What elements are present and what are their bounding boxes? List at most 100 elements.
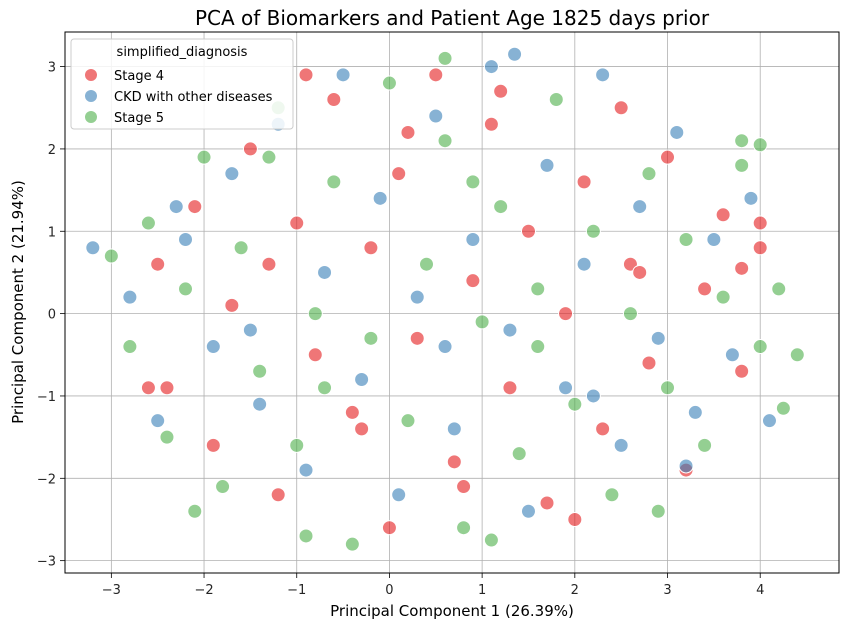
point-stage-4 (242, 141, 258, 157)
point-stage-5 (483, 532, 499, 548)
point-ckd-with-other-diseases (354, 371, 370, 387)
point-stage-5 (678, 232, 694, 248)
point-ckd-with-other-diseases (507, 46, 523, 62)
point-stage-4 (428, 67, 444, 83)
legend-label-stage-4: Stage 4 (114, 69, 164, 84)
point-ckd-with-other-diseases (85, 240, 101, 256)
point-stage-4 (400, 124, 416, 140)
point-stage-5 (400, 413, 416, 429)
point-stage-5 (456, 520, 472, 536)
point-stage-4 (697, 281, 713, 297)
point-stage-4 (307, 347, 323, 363)
point-ckd-with-other-diseases (242, 322, 258, 338)
x-tick-label: −3 (102, 583, 121, 598)
point-stage-4 (205, 437, 221, 453)
point-stage-4 (344, 404, 360, 420)
point-stage-4 (752, 215, 768, 231)
x-tick-label: 1 (478, 583, 486, 598)
point-ckd-with-other-diseases (595, 67, 611, 83)
point-stage-5 (530, 339, 546, 355)
point-stage-4 (715, 207, 731, 223)
point-stage-5 (252, 363, 268, 379)
point-stage-4 (493, 83, 509, 99)
point-stage-5 (363, 330, 379, 346)
point-stage-5 (381, 75, 397, 91)
x-tick-label: −1 (287, 583, 306, 598)
x-axis-title: Principal Component 1 (26.39%) (330, 602, 574, 620)
point-stage-4 (752, 240, 768, 256)
point-stage-4 (520, 223, 536, 239)
plot-frame (64, 31, 840, 574)
point-stage-4 (354, 421, 370, 437)
point-stage-4 (483, 116, 499, 132)
legend-title: simplified_diagnosis (117, 45, 248, 60)
point-stage-5 (789, 347, 805, 363)
point-stage-4 (576, 174, 592, 190)
point-ckd-with-other-diseases (613, 437, 629, 453)
point-stage-4 (326, 92, 342, 108)
point-ckd-with-other-diseases (437, 339, 453, 355)
y-tick-label: −2 (37, 472, 56, 487)
point-stage-5 (419, 256, 435, 272)
point-stage-5 (159, 429, 175, 445)
point-stage-5 (465, 174, 481, 190)
legend-marker-ckd-other (85, 90, 97, 102)
point-ckd-with-other-diseases (706, 232, 722, 248)
point-ckd-with-other-diseases (224, 166, 240, 182)
point-stage-4 (187, 199, 203, 215)
point-ckd-with-other-diseases (178, 232, 194, 248)
point-ckd-with-other-diseases (576, 256, 592, 272)
point-stage-5 (261, 149, 277, 165)
point-stage-4 (465, 273, 481, 289)
point-stage-5 (548, 92, 564, 108)
point-stage-4 (734, 260, 750, 276)
point-stage-4 (613, 100, 629, 116)
y-tick-label: −3 (37, 555, 56, 570)
point-stage-5 (187, 503, 203, 519)
point-stage-4 (641, 355, 657, 371)
point-ckd-with-other-diseases (409, 289, 425, 305)
point-stage-5 (233, 240, 249, 256)
point-stage-4 (446, 454, 462, 470)
point-stage-4 (558, 306, 574, 322)
point-stage-4 (567, 511, 583, 527)
point-stage-4 (734, 363, 750, 379)
point-ckd-with-other-diseases (724, 347, 740, 363)
point-ckd-with-other-diseases (298, 462, 314, 478)
point-ckd-with-other-diseases (539, 157, 555, 173)
point-ckd-with-other-diseases (669, 124, 685, 140)
point-stage-5 (298, 528, 314, 544)
point-stage-5 (344, 536, 360, 552)
point-stage-4 (456, 479, 472, 495)
point-stage-5 (567, 396, 583, 412)
point-stage-4 (381, 520, 397, 536)
point-stage-4 (150, 256, 166, 272)
legend-box (70, 38, 294, 130)
point-ckd-with-other-diseases (205, 339, 221, 355)
point-stage-5 (641, 166, 657, 182)
point-stage-5 (317, 380, 333, 396)
point-stage-4 (289, 215, 305, 231)
point-ckd-with-other-diseases (650, 330, 666, 346)
point-stage-5 (585, 223, 601, 239)
point-ckd-with-other-diseases (483, 59, 499, 75)
point-stage-5 (437, 50, 453, 66)
point-ckd-with-other-diseases (252, 396, 268, 412)
point-ckd-with-other-diseases (585, 388, 601, 404)
point-stage-5 (734, 157, 750, 173)
point-stage-5 (140, 215, 156, 231)
point-ckd-with-other-diseases (335, 67, 351, 83)
point-stage-5 (215, 479, 231, 495)
point-ckd-with-other-diseases (520, 503, 536, 519)
chart-title: PCA of Biomarkers and Patient Age 1825 d… (195, 6, 710, 30)
point-stage-5 (752, 137, 768, 153)
point-stage-4 (539, 495, 555, 511)
point-stage-5 (604, 487, 620, 503)
point-ckd-with-other-diseases (687, 404, 703, 420)
point-ckd-with-other-diseases (122, 289, 138, 305)
point-stage-4 (409, 330, 425, 346)
point-stage-5 (307, 306, 323, 322)
point-stage-4 (140, 380, 156, 396)
y-axis-ticks: −3 −2 −1 0 1 2 3 (37, 61, 65, 570)
